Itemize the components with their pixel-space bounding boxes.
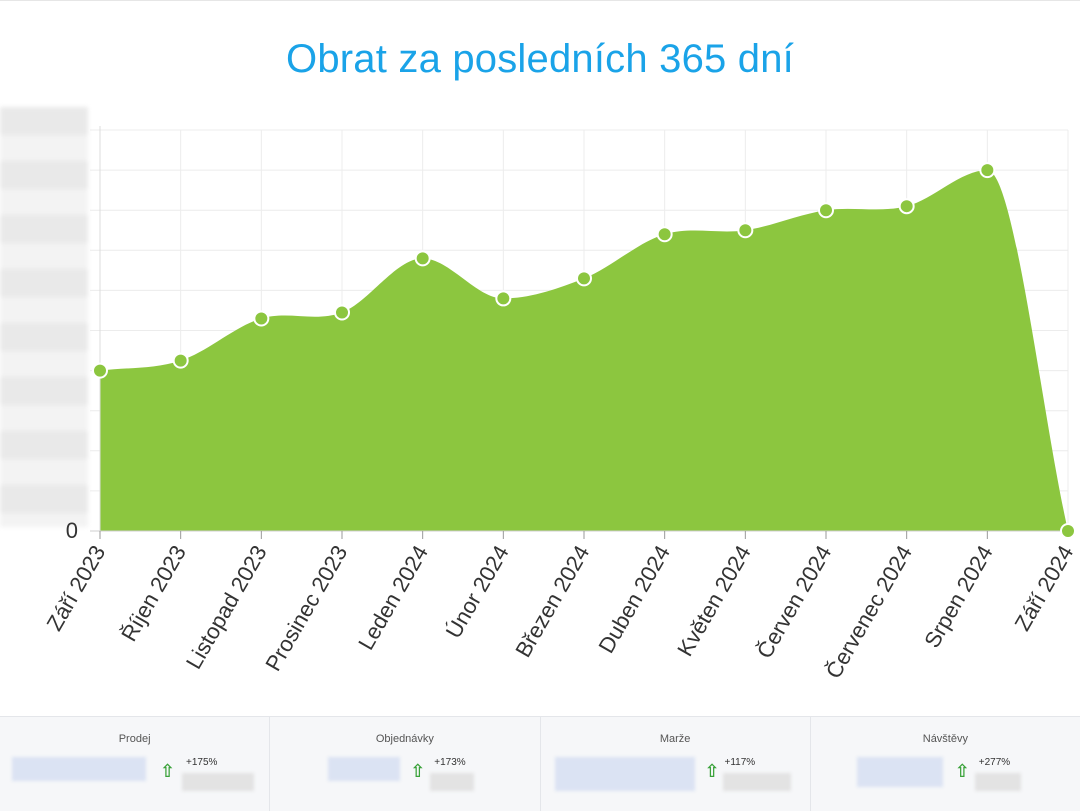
stat-value-blurred — [12, 757, 146, 781]
x-tick-label: Září 2024 — [1010, 541, 1079, 635]
stat-previous-blurred — [722, 773, 791, 791]
x-tick-label: Říjen 2023 — [116, 541, 191, 646]
x-tick-label: Leden 2024 — [353, 541, 433, 654]
stat-previous-blurred — [430, 773, 475, 791]
series-area — [100, 170, 1068, 531]
arrow-up-icon: ⇧ — [704, 761, 720, 781]
stats-bar: Prodej ⇧ +175% Objednávky ⇧ +173% Marže … — [0, 716, 1080, 811]
x-tick-label: Duben 2024 — [593, 541, 675, 657]
y-tick-label: 0 — [66, 518, 78, 543]
arrow-up-icon: ⇧ — [410, 761, 426, 781]
x-tick-label: Únor 2024 — [441, 541, 514, 642]
data-point — [172, 352, 189, 369]
x-tick-label: Květen 2024 — [672, 541, 755, 660]
stat-value-blurred — [554, 757, 695, 791]
data-point — [737, 222, 754, 239]
stat-change: +173% — [434, 757, 466, 768]
x-tick-label: Září 2023 — [42, 541, 111, 635]
stat-previous-blurred — [974, 773, 1021, 791]
x-tick-label: Listopad 2023 — [181, 541, 272, 673]
x-tick-label: Srpen 2024 — [919, 541, 998, 652]
stat-change: +277% — [978, 757, 1011, 768]
data-point — [495, 290, 512, 307]
arrow-up-icon: ⇧ — [160, 761, 176, 781]
chart-title: Obrat za posledních 365 dní — [286, 37, 794, 81]
data-point — [898, 198, 915, 215]
x-tick-label: Červenec 2024 — [821, 541, 917, 683]
stat-card-navstevy[interactable]: Návštěvy ⇧ +277% — [811, 717, 1080, 811]
data-point — [979, 162, 996, 179]
stat-change: +175% — [186, 757, 218, 768]
stat-title: Marže — [659, 733, 691, 745]
stat-card-objednavky[interactable]: Objednávky ⇧ +173% — [270, 717, 541, 811]
stat-title: Návštěvy — [922, 733, 968, 745]
stat-title: Objednávky — [375, 733, 434, 745]
data-point — [414, 250, 431, 267]
stat-value-blurred — [328, 757, 401, 781]
x-tick-label: Prosinec 2023 — [260, 541, 352, 675]
data-point — [334, 304, 350, 321]
arrow-up-icon: ⇧ — [954, 761, 970, 781]
data-point — [253, 310, 270, 327]
stat-title: Prodej — [118, 733, 151, 745]
data-point — [1060, 523, 1076, 539]
x-tick-label: Červen 2024 — [752, 541, 837, 663]
data-point — [576, 270, 592, 287]
stat-change: +117% — [724, 757, 756, 768]
x-tick-label: Březen 2024 — [510, 541, 594, 662]
stat-value-blurred — [856, 757, 943, 787]
data-point — [656, 226, 673, 243]
y-axis-labels-blurred — [0, 107, 88, 527]
stat-card-marze[interactable]: Marže ⇧ +117% — [541, 717, 811, 811]
stat-card-prodej[interactable]: Prodej ⇧ +175% — [0, 717, 271, 811]
data-point — [818, 202, 834, 219]
stat-previous-blurred — [182, 773, 254, 791]
data-point — [92, 362, 108, 379]
